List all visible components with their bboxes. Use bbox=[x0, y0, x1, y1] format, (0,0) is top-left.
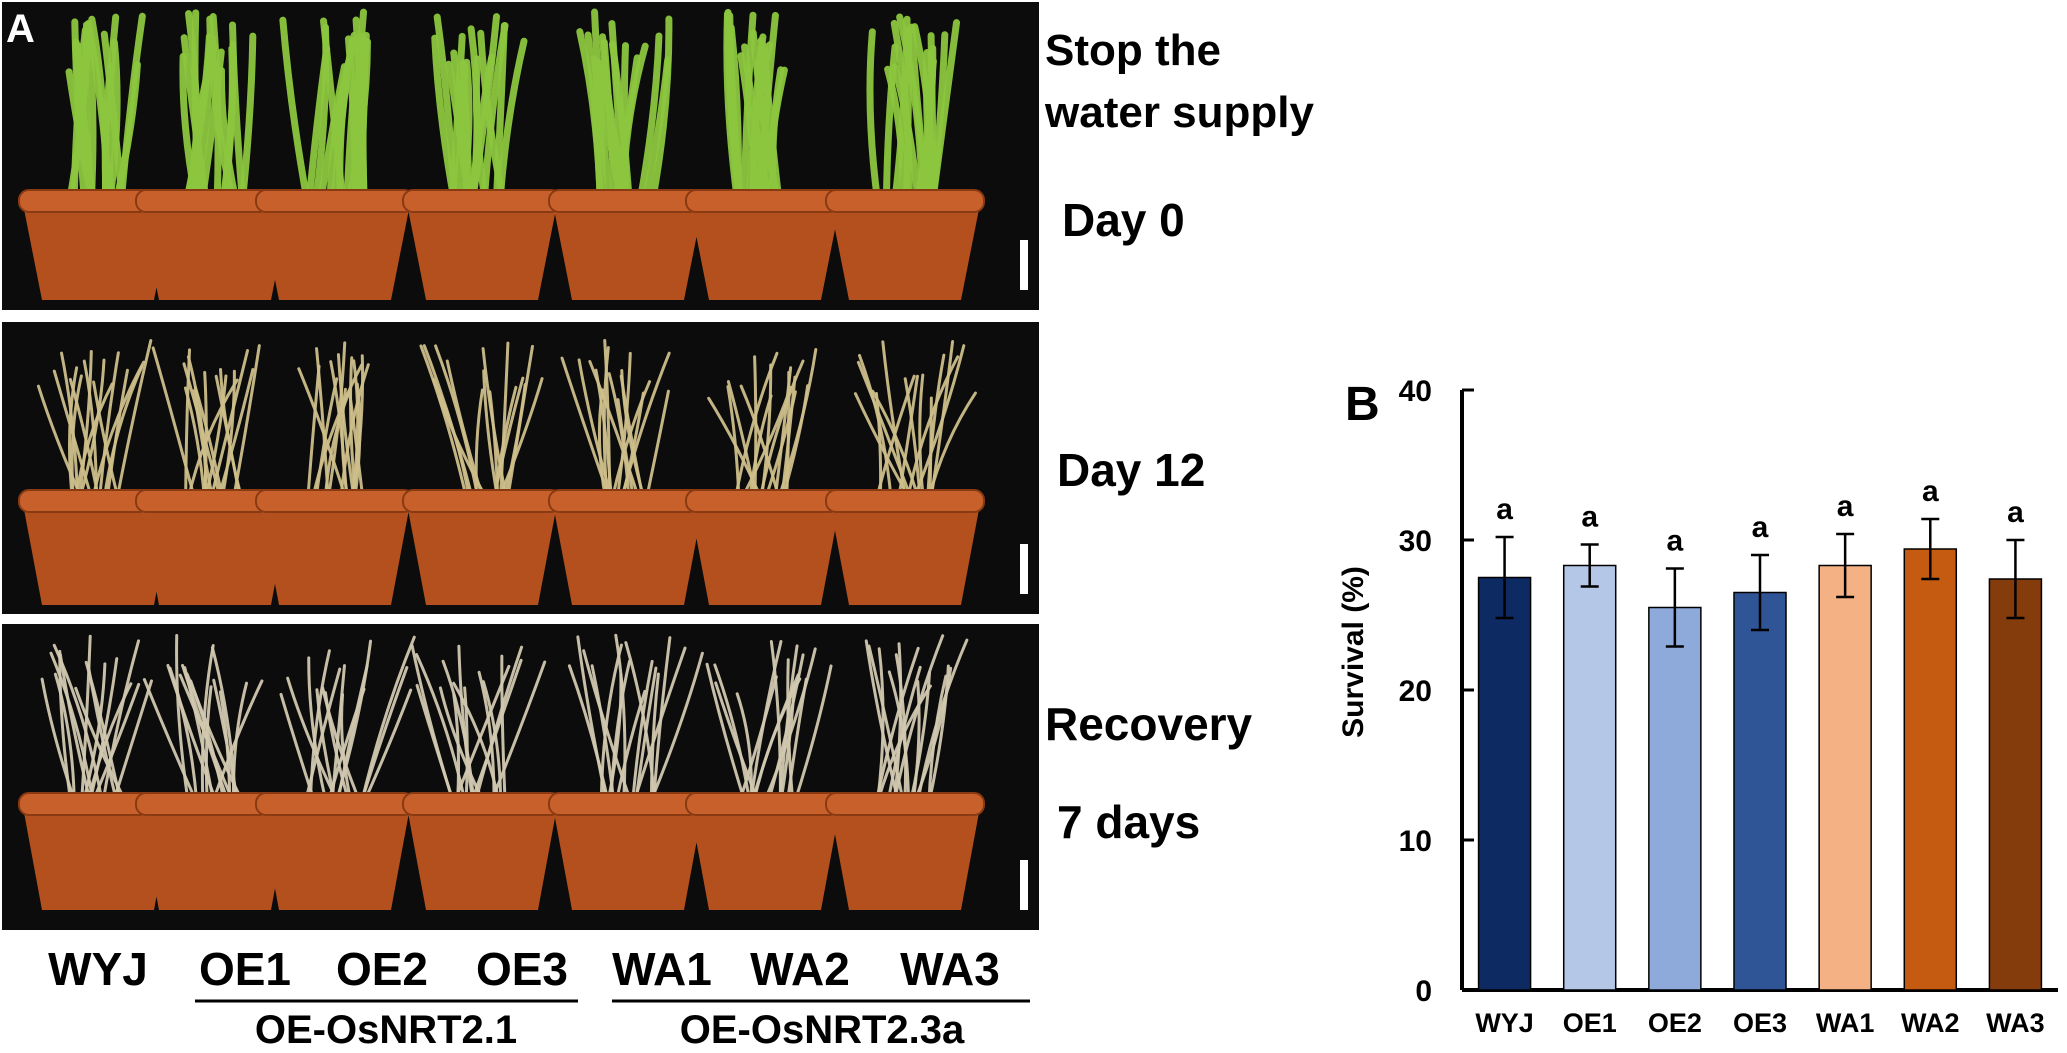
plant-pot bbox=[402, 644, 562, 910]
plant-pot bbox=[685, 8, 845, 300]
photo-row-day12 bbox=[2, 322, 1039, 614]
panel-b-letter: B bbox=[1345, 378, 1380, 431]
genotype-label: OE3 bbox=[476, 943, 568, 995]
y-tick-label: 30 bbox=[1399, 525, 1432, 558]
plant-pot bbox=[825, 340, 985, 605]
y-tick-label: 10 bbox=[1399, 825, 1432, 858]
row-label-stop: Stop the bbox=[1045, 26, 1221, 75]
bar bbox=[1477, 576, 1532, 991]
plant-pot bbox=[825, 13, 985, 300]
error-bar bbox=[1495, 535, 1514, 620]
error-bar bbox=[1751, 553, 1769, 632]
significance-label: a bbox=[1752, 511, 1769, 544]
x-tick-label: WA3 bbox=[1986, 1008, 2045, 1038]
genotype-label: WA3 bbox=[900, 943, 1000, 995]
y-tick-label: 0 bbox=[1415, 975, 1432, 1008]
plant-pot bbox=[255, 8, 415, 300]
bar bbox=[1818, 564, 1872, 991]
plant-pot bbox=[402, 13, 562, 300]
genotype-label: WYJ bbox=[48, 943, 148, 995]
photo-row-recovery bbox=[2, 624, 1039, 930]
bar bbox=[1562, 564, 1617, 991]
plant-pot bbox=[135, 634, 295, 910]
y-axis-label: Survival (%) bbox=[1337, 566, 1370, 738]
significance-label: a bbox=[1922, 475, 1939, 508]
error-bar bbox=[1921, 517, 1940, 581]
bar-chart: 0 10 20 30 40 a WYJ a OE1 a OE2 a OE3 a WA1 a WA2 a WA3 bbox=[1399, 375, 2058, 1038]
genotype-label: OE2 bbox=[336, 943, 428, 995]
plant-pot bbox=[255, 341, 415, 605]
plant-pot bbox=[548, 633, 708, 910]
x-tick-label: WA2 bbox=[1901, 1008, 1960, 1038]
row-label-water-supply: water supply bbox=[1044, 88, 1314, 137]
panel-b: B Survival (%) 0 10 20 30 40 a WYJ a OE1 a OE2 a OE3… bbox=[1337, 375, 2058, 1038]
x-tick-label: OE3 bbox=[1733, 1008, 1787, 1038]
genotype-label: WA1 bbox=[612, 943, 712, 995]
photo-row-day0 bbox=[2, 2, 1039, 310]
significance-label: a bbox=[1837, 490, 1854, 523]
row-label-day0: Day 0 bbox=[1062, 194, 1185, 246]
bar bbox=[1733, 591, 1787, 991]
y-tick-label: 40 bbox=[1399, 375, 1432, 408]
error-bar bbox=[1836, 532, 1855, 599]
scale-bar bbox=[1020, 240, 1028, 290]
y-tick-label: 20 bbox=[1399, 675, 1432, 708]
significance-label: a bbox=[1581, 501, 1598, 534]
x-tick-label: WA1 bbox=[1816, 1008, 1875, 1038]
panel-a: A Stop the water supply Day 0 Day 12 Rec… bbox=[2, 2, 1314, 1052]
x-tick-label: WYJ bbox=[1475, 1008, 1534, 1038]
plant-pot bbox=[825, 634, 985, 910]
x-tick-label: OE2 bbox=[1648, 1008, 1702, 1038]
significance-label: a bbox=[2007, 496, 2024, 529]
panel-a-letter: A bbox=[6, 7, 35, 51]
bar bbox=[1648, 606, 1702, 991]
scale-bar bbox=[1020, 544, 1028, 594]
error-bar bbox=[1665, 567, 1684, 648]
genotype-labels: WYJ OE1 OE2 OE3 WA1 WA2 WA3 bbox=[48, 943, 1000, 995]
plant-pot bbox=[135, 344, 295, 605]
significance-label: a bbox=[1496, 493, 1513, 526]
group-label-wa: OE-OsNRT2.3a bbox=[680, 1008, 965, 1052]
genotype-label: WA2 bbox=[750, 943, 850, 995]
significance-label: a bbox=[1667, 525, 1684, 558]
plant-pot bbox=[685, 348, 845, 605]
plant-pot bbox=[685, 639, 845, 910]
row-label-recovery: Recovery bbox=[1045, 698, 1253, 750]
group-label-oe: OE-OsNRT2.1 bbox=[255, 1008, 517, 1052]
x-tick-label: OE1 bbox=[1563, 1008, 1617, 1038]
bar bbox=[1903, 548, 1958, 991]
row-label-7days: 7 days bbox=[1057, 796, 1200, 848]
error-bar bbox=[1580, 543, 1599, 588]
plant-pot bbox=[18, 634, 178, 910]
scale-bar bbox=[1020, 860, 1028, 910]
bar bbox=[1988, 578, 2043, 991]
plant-pot bbox=[548, 8, 708, 300]
plant-pot bbox=[255, 635, 416, 910]
plant-pot bbox=[402, 341, 562, 605]
row-label-day12: Day 12 bbox=[1057, 444, 1205, 496]
plant-pot bbox=[135, 9, 295, 300]
genotype-label: OE1 bbox=[199, 943, 291, 995]
error-bar bbox=[2006, 538, 2025, 620]
